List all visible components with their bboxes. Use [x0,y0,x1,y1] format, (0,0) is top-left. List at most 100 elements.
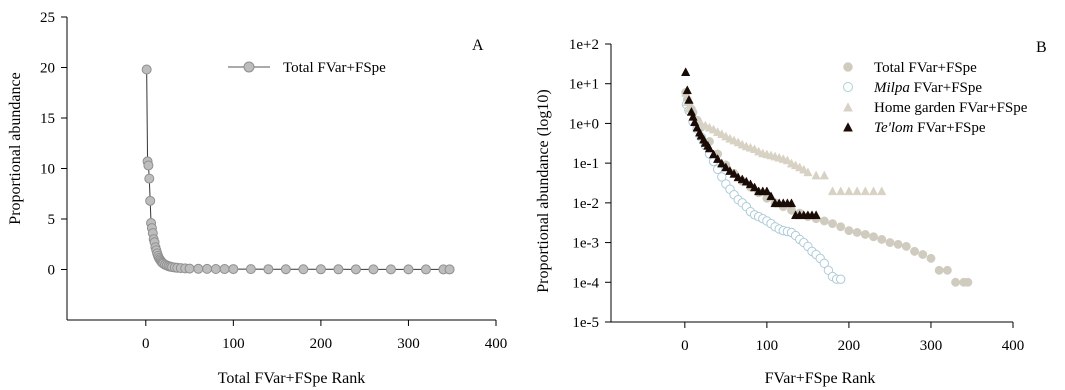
panel-b-legend-label: Home garden FVar+FSpe [874,100,1028,116]
panel-b-data-point [786,198,797,208]
panel-b-data-point [951,277,961,287]
panel-a-data-point [144,173,155,184]
panel-b-data-point [745,179,756,189]
panel-b-data-point [852,227,862,237]
panel-b-series [681,87,887,196]
panel-b-legend-label: Milpa FVar+FSpe [873,80,982,96]
panel-a-data-point [368,264,379,275]
panel-b-x-tick-label: 400 [1002,338,1025,354]
panel-a-data-point [420,264,431,275]
panel-b-legend-marker [843,102,853,112]
panel-a-data-point [350,264,361,275]
panel-b-y-tick-label: 1e-3 [572,236,599,252]
panel-a-data-point [228,264,239,275]
panel-b-y-tick-label: 1e+0 [569,116,599,132]
panel-a-axes: 0 5 10 15 20 25 0 100 200 300 400 [40,10,507,352]
panel-b-data-point [762,186,772,196]
panel-a-data-point [143,160,154,171]
panel-b-x-tick-label: 200 [838,338,861,354]
panel-b-data-point [684,94,694,104]
panel-a-data-point [219,264,230,275]
panel-a-data-point [403,264,414,275]
panel-a-data-point [298,264,309,275]
panel-b-data-point [934,265,944,275]
panel-b-data-point [827,186,838,196]
panel-b-axes: 1e-5 1e-4 1e-3 1e-2 1e-1 1e+0 1e+1 1e+2 0 100 200 3… [569,37,1024,354]
panel-b-data-point [869,232,878,242]
panel-b-y-axis-title: Proportional abundance (log10) [535,89,552,293]
panel-b-data-point [811,210,821,220]
panel-a-data-point [141,64,152,75]
panel-a-x-tick-label: 0 [142,336,150,352]
panel-b-legend-label: Total FVar+FSpe [874,60,977,76]
panel-a-y-tick-label: 5 [48,212,56,228]
panel-a-x-axis-title: Total FVar+FSpe Rank [218,370,365,387]
panel-a-x-tick-label: 100 [222,336,245,352]
panel-b-legend: Total FVar+FSpe Milpa FVar+FSpe Home garde… [843,60,1028,136]
panel-a-legend-label: Total FVar+FSpe [283,60,386,76]
panel-b-y-tick-label: 1e-5 [572,315,599,331]
panel-a-data-point [385,264,396,275]
panel-b-data-point [860,230,870,239]
panel-a-y-tick-label: 0 [48,263,56,279]
panel-a-y-tick-label: 25 [40,10,55,26]
panel-a-legend: Total FVar+FSpe [228,60,386,76]
panel-b-data-point [901,241,911,251]
panel-b-data-point [803,167,813,177]
panel-b-data-point [926,253,936,263]
panel-a-y-tick-label: 20 [40,61,55,77]
panel-b-data-point [852,186,862,196]
panel-a-data-point [263,264,274,275]
panel-b-data-point [819,258,830,269]
panel-a-data-point [184,263,195,274]
panel-b-data-point [844,226,854,236]
panel-b-data-point [877,234,887,244]
panel-b-x-axis-title: FVar+FSpe Rank [765,370,876,387]
panel-b-data-point [681,67,691,76]
panel-a-data-point [210,263,221,274]
panel-b-data-point [844,186,854,196]
panel-b-legend-marker [843,82,853,92]
panel-b-legend-marker [843,62,853,72]
panel-b-data-point [910,246,920,256]
panel-a-letter: A [472,37,484,54]
panel-b-y-tick-label: 1e+2 [569,37,599,53]
panel-b: 1e-5 1e-4 1e-3 1e-2 1e-1 1e+0 1e+1 1e+2 0 100 200 3… [535,37,1047,387]
panel-b-legend-label: Te'lom FVar+FSpe [874,120,986,136]
panel-a-series [141,64,455,275]
panel-b-data-point [729,168,739,178]
panel-b-data-point [811,170,821,180]
panel-b-data-point [721,162,731,172]
panel-a-data-point [145,195,156,206]
panel-a-legend-marker [243,61,255,73]
panel-b-data-point [766,191,776,201]
panel-b-data-point [836,274,846,284]
panel-b-data-point [819,216,829,226]
panel-a-x-tick-label: 200 [310,336,333,352]
panel-b-y-tick-label: 1e+1 [569,77,599,93]
panel-a-data-point [202,263,213,274]
panel-b-y-tick-label: 1e-1 [572,156,599,172]
panel-b-data-point [860,186,870,196]
panel-a-data-point [193,263,204,274]
panel-b-data-point [682,85,692,95]
panel-b-data-point [819,170,829,180]
panel-a-y-tick-label: 15 [40,111,55,127]
panel-b-x-tick-label: 300 [920,338,943,354]
panel-b-data-point [893,239,903,249]
panel-a-data-point [245,264,256,275]
panel-b-data-point [725,166,735,175]
panel-b-data-point [828,219,837,229]
panel-b-letter: B [1036,39,1047,56]
panel-b-data-point [942,265,952,275]
panel-b-data-point [885,238,895,248]
panel-b-data-point [918,250,928,259]
panel-b-data-point [704,143,715,153]
panel-b-data-point [717,172,727,182]
panel-b-series [681,67,973,287]
panel-a-data-point [280,264,291,275]
panel-a-series-line [146,69,450,270]
panel-b-data-point [836,222,846,232]
